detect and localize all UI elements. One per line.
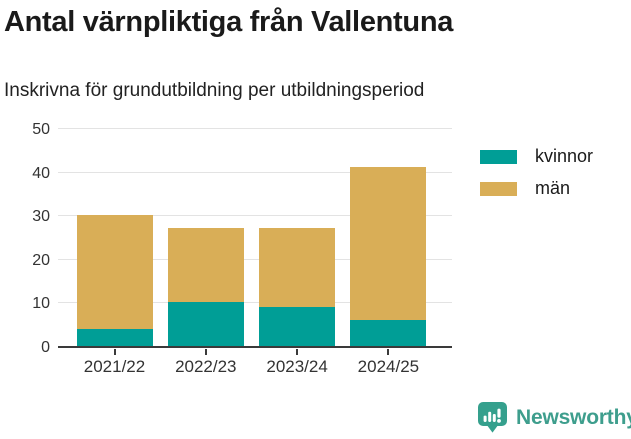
gridline-50 bbox=[58, 128, 452, 129]
y-tick-label-30: 30 bbox=[32, 208, 50, 226]
newsworthy-wordmark: Newsworthy bbox=[516, 405, 631, 429]
gridline-20 bbox=[58, 258, 452, 260]
x-tick-label-2022-23: 2022/23 bbox=[175, 357, 237, 376]
gridline-40 bbox=[58, 171, 452, 173]
gridline-10 bbox=[58, 302, 452, 304]
legend-item-kvinnor: kvinnor bbox=[480, 146, 593, 167]
bar-segment-2021-22-män bbox=[76, 215, 153, 329]
legend-swatch-kvinnor bbox=[480, 149, 517, 164]
y-tick-label-0: 0 bbox=[41, 339, 50, 356]
newsworthy-logo[interactable]: Newsworthy bbox=[476, 401, 631, 434]
y-tick-label-40: 40 bbox=[32, 164, 50, 182]
x-tick-label-2021-22: 2021/22 bbox=[83, 357, 146, 376]
x-tick-mark-2021-22 bbox=[113, 349, 116, 355]
newsworthy-icon bbox=[476, 401, 509, 434]
chart-title: Antal värnpliktiga från Vallentuna bbox=[4, 6, 454, 38]
legend-label-män: män bbox=[535, 178, 571, 198]
bar-segment-2021-22-kvinnor bbox=[76, 328, 153, 346]
x-tick-mark-2023-24 bbox=[296, 349, 299, 355]
y-tick-label-10: 10 bbox=[32, 295, 50, 313]
x-tick-label-2024-25: 2024/25 bbox=[357, 357, 420, 376]
bar-segment-2023-24-män bbox=[259, 228, 336, 307]
x-tick-mark-2024-25 bbox=[387, 349, 390, 355]
x-tick-mark-2022-23 bbox=[204, 349, 207, 355]
bar-segment-2024-25-kvinnor bbox=[350, 319, 427, 346]
gridline-30 bbox=[58, 215, 452, 217]
bar-segment-2023-24-kvinnor bbox=[259, 306, 336, 346]
legend-item-män: män bbox=[480, 178, 593, 199]
x-tick-label-2023-24: 2023/24 bbox=[266, 357, 328, 376]
plot-area bbox=[58, 128, 452, 348]
y-tick-label-20: 20 bbox=[32, 251, 50, 269]
legend-swatch-män bbox=[480, 181, 517, 196]
y-tick-label-50: 50 bbox=[32, 121, 50, 138]
bar-segment-2024-25-män bbox=[350, 167, 427, 320]
legend: kvinnor män bbox=[480, 146, 593, 199]
bar-segment-2022-23-kvinnor bbox=[167, 302, 244, 346]
chart-subtitle: Inskrivna för grundutbildning per utbild… bbox=[4, 80, 425, 101]
legend-label-kvinnor: kvinnor bbox=[535, 146, 594, 166]
bar-segment-2022-23-män bbox=[167, 228, 244, 303]
